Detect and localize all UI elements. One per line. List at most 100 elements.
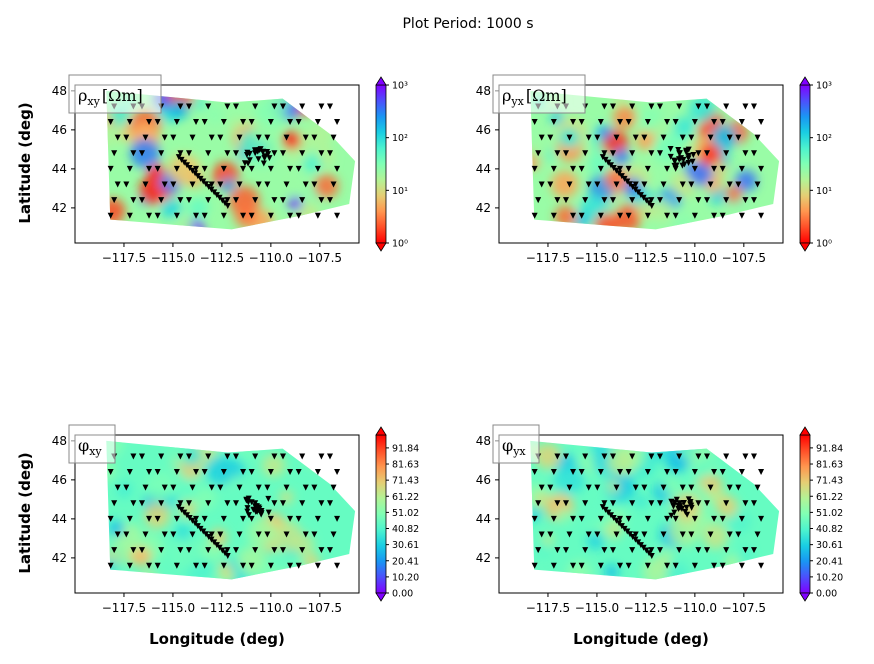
station-marker: [547, 531, 554, 538]
panel-label-unit: [Ωm]: [526, 86, 567, 105]
station-marker: [248, 515, 255, 522]
station-marker: [287, 212, 294, 219]
station-marker: [161, 531, 168, 538]
station-marker: [742, 103, 749, 110]
station-marker: [758, 469, 765, 476]
station-marker: [318, 453, 325, 460]
station-marker: [201, 469, 208, 476]
station-marker: [267, 165, 274, 172]
station-marker: [138, 547, 145, 554]
station-marker: [201, 562, 208, 569]
heatmap-cell: [314, 174, 339, 199]
station-marker: [644, 119, 651, 126]
station-marker: [609, 197, 616, 204]
heatmap-cell: [702, 522, 729, 550]
station-marker: [685, 496, 692, 503]
panel-label-text: ρxy [Ωm]: [78, 86, 143, 108]
station-marker: [246, 157, 253, 164]
station-marker: [578, 515, 585, 522]
x-tick-label: −117.5: [526, 601, 570, 615]
heatmap-cell: [654, 121, 670, 137]
station-marker: [295, 469, 302, 476]
station-marker: [625, 212, 632, 219]
station-marker: [189, 134, 196, 141]
station-marker: [220, 212, 227, 219]
station-marker: [735, 484, 742, 491]
colorbar-extend-top: [375, 426, 387, 436]
station-marker: [154, 212, 161, 219]
heatmap-cell: [144, 502, 170, 529]
station-marker: [330, 484, 337, 491]
station-marker: [185, 150, 192, 157]
station-marker: [232, 197, 239, 204]
station-marker: [704, 150, 711, 157]
station-marker: [224, 202, 231, 209]
station-marker: [691, 469, 698, 476]
station-marker: [185, 547, 192, 554]
xlabel-left: Longitude (deg): [149, 630, 285, 648]
station-marker: [154, 469, 161, 476]
panel-label-unit: [Ωm]: [102, 86, 143, 105]
station-marker: [554, 500, 561, 507]
x-tick-label: −110.0: [249, 601, 293, 615]
heatmap-cell: [106, 459, 116, 482]
station-marker: [609, 150, 616, 157]
station-marker: [111, 547, 118, 554]
station-marker: [330, 531, 337, 538]
station-marker: [318, 103, 325, 110]
station-marker: [111, 150, 118, 157]
station-marker: [704, 103, 711, 110]
heatmap-cell: [635, 495, 648, 508]
heatmap-cell: [205, 104, 225, 125]
station-marker: [224, 197, 231, 204]
station-marker: [554, 197, 561, 204]
station-marker: [735, 181, 742, 188]
station-marker: [201, 515, 208, 522]
station-marker: [672, 469, 679, 476]
station-marker: [711, 562, 718, 569]
station-marker: [695, 500, 702, 507]
panel-1: −117.5 −115.0 −112.5 −110.0 −107.5 42 44 46 48 ρx…: [52, 74, 408, 265]
station-marker: [244, 505, 251, 512]
station-marker: [695, 150, 702, 157]
station-marker: [632, 484, 639, 491]
station-marker: [280, 150, 287, 157]
panel-label-symbol: φ: [502, 436, 513, 455]
station-marker: [668, 512, 675, 519]
station-marker: [130, 150, 137, 157]
station-marker: [299, 500, 306, 507]
station-marker: [334, 515, 341, 522]
station-marker: [535, 547, 542, 554]
panel-label-box: [68, 74, 162, 114]
y-tick-label: 42: [52, 201, 67, 215]
heatmap-cell: [663, 478, 680, 496]
colorbar-bar: [375, 84, 387, 244]
station-marker: [664, 562, 671, 569]
station-marker: [114, 531, 121, 538]
heatmap-cell: [277, 213, 290, 227]
station-marker: [735, 134, 742, 141]
station-marker: [173, 165, 180, 172]
station-marker: [547, 134, 554, 141]
station-marker: [107, 562, 114, 569]
heatmap-cell: [530, 576, 542, 580]
station-marker: [679, 531, 686, 538]
station-marker: [161, 484, 168, 491]
station-marker: [260, 148, 267, 155]
heatmap-cell: [534, 442, 561, 470]
station-marker: [695, 453, 702, 460]
station-marker: [723, 197, 730, 204]
heatmap-field: [530, 90, 780, 230]
axes-frame: [498, 434, 784, 594]
station-marker: [217, 134, 224, 141]
station-marker: [295, 119, 302, 126]
station-marker: [161, 134, 168, 141]
station-marker: [283, 134, 290, 141]
station-marker: [311, 134, 318, 141]
station-marker: [738, 562, 745, 569]
station-marker: [679, 181, 686, 188]
station-marker: [538, 484, 545, 491]
station-marker: [676, 453, 683, 460]
heatmap-cell: [612, 148, 630, 166]
